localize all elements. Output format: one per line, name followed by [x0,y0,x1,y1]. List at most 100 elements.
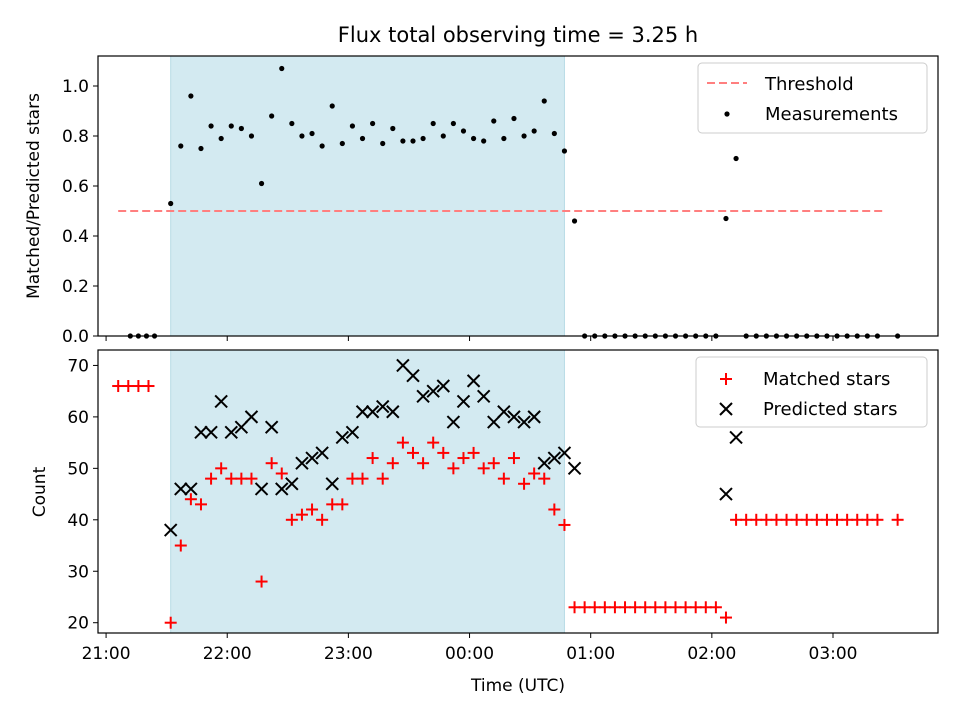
top-axes-frame [97,55,939,337]
measurements-point [299,133,305,139]
predicted-stars-point [376,399,390,414]
measurements-point [541,98,547,104]
matched-stars-point [568,601,581,614]
predicted-stars-point [719,487,733,501]
predicted-stars-point-b [466,374,481,388]
matched-stars-legend-label: Matched stars [763,369,890,390]
measurements-point [339,140,345,147]
predicted-stars-point [386,405,400,419]
top-legend: Threshold Measurements [697,62,928,134]
measurements-point [440,133,446,139]
matched-stars-point [598,601,611,614]
matched-stars-point [184,493,197,506]
predicted-stars-point-b [487,415,501,429]
predicted-stars-point-b [376,399,390,414]
measurements-point [228,123,234,129]
predicted-stars-point-b [174,482,188,496]
predicted-stars-point [174,482,188,496]
predicted-stars-point-b [295,456,309,470]
predicted-stars-point-b [497,405,511,419]
top-y-ticks: 0.0 0.2 0.4 0.6 0.8 1.0 [62,77,98,347]
matched-stars-point [780,513,793,526]
measurements-point [319,143,325,149]
predicted-stars-point-b [234,420,249,434]
matched-stars-point [760,513,773,526]
predicted-stars-point-b [416,389,430,404]
matched-stars-point [122,380,135,393]
matched-stars-point [487,457,500,470]
measurements-point [198,145,204,152]
top-legend-box [697,62,928,134]
measurements-point [470,135,477,142]
matched-stars-point [548,503,561,516]
top-shade-rect [170,55,565,337]
bottom-series-layer [112,358,904,629]
measurements-point [188,93,194,99]
predicted-stars-point-b [345,425,360,440]
matched-stars-point [820,513,833,526]
matched-stars-point [861,513,874,526]
measurements-point [238,125,244,132]
matched-stars-point [689,601,702,614]
measurements-point [289,120,295,127]
predicted-stars-point-b [537,456,551,470]
matched-stars-point [649,601,662,614]
measurements-point [460,128,467,134]
measurements-point [269,113,275,119]
predicted-stars-point [305,451,319,465]
predicted-stars-point [517,415,531,429]
measurements-legend-label: Measurements [765,104,898,125]
measurements-point [309,130,315,137]
predicted-stars-point-b [244,410,259,424]
matched-stars-point [528,467,541,480]
top-y-tick-label: 0.4 [62,227,89,247]
predicted-stars-point [527,410,541,424]
predicted-stars-point [365,405,380,419]
measurements-point [571,218,578,224]
predicted-stars-point [194,425,208,440]
measurements-point [481,138,487,144]
top-y-tick-label: 0.0 [62,327,89,347]
bottom-legend-box [695,356,928,428]
predicted-stars-point [507,410,521,424]
matched-stars-point [730,513,743,526]
matched-stars-point [316,513,329,526]
predicted-stars-point [315,446,329,460]
predicted-stars-point [204,425,218,440]
matched-stars-point [215,462,228,475]
matched-stars-point [770,513,783,526]
measurements-legend-swatch [724,111,730,117]
bottom-legend: Matched stars Predicted stars [695,356,928,428]
matched-stars-point [538,472,551,485]
matched-stars-point [306,503,319,516]
matched-stars-point [225,472,238,485]
matched-stars-point [164,616,177,629]
predicted-stars-point-b [305,451,319,465]
predicted-stars-point [244,410,259,424]
x-tick-label: 00:00 [445,644,494,664]
matched-stars-point [639,601,652,614]
predicted-stars-point-b [476,389,491,404]
measurements-point [551,130,557,137]
matched-stars-point [132,380,145,393]
predicted-stars-point-b [214,394,228,409]
matched-stars-point [346,472,359,485]
measurements-point [208,123,214,129]
predicted-stars-point [355,405,370,419]
measurements-point [420,135,426,142]
measurements-point [370,120,376,127]
matched-stars-point [376,472,389,485]
matched-stars-point [356,472,369,485]
predicted-stars-point [214,394,228,409]
matched-stars-point [497,472,510,485]
measurements-point [723,215,729,222]
measurements-point [511,115,517,122]
predicted-stars-point [406,369,420,383]
measurements-point [329,103,335,109]
x-tick-label: 01:00 [566,644,615,664]
predicted-stars-point-b [567,461,582,476]
matched-stars-point [437,446,450,459]
matched-stars-point [629,601,642,614]
measurements-point [168,200,174,207]
